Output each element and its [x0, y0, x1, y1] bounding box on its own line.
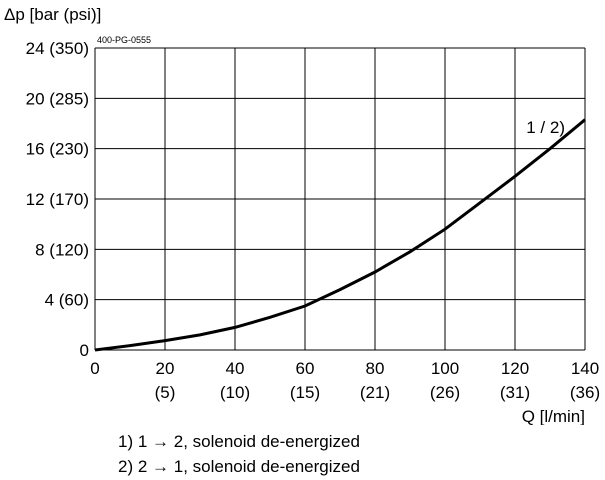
- x-tick-labels: 0 20 (5) 40 (10) 60 (15) 80 (21) 100 (26) 120 (31) 14…: [90, 359, 600, 402]
- x-tick-sublabel-6: (31): [500, 383, 530, 402]
- x-tick-label-7: 140: [571, 359, 599, 378]
- legend-note-1: 1) 1 → 2, solenoid de-energized: [118, 432, 360, 451]
- x-tick-sublabel-5: (26): [430, 383, 460, 402]
- x-tick-sublabel-7: (36): [570, 383, 600, 402]
- y-tick-labels: 0 4 (60) 8 (120) 12 (170) 16 (230) 20 (285) 24…: [26, 39, 89, 360]
- series-label: 1 / 2): [526, 118, 565, 137]
- x-tick-label-0: 0: [90, 359, 99, 378]
- x-tick-label-2: 40: [226, 359, 245, 378]
- y-tick-label-2: 8 (120): [35, 240, 89, 259]
- x-tick-label-6: 120: [501, 359, 529, 378]
- y-tick-label-0: 0: [80, 341, 89, 360]
- x-tick-label-4: 80: [366, 359, 385, 378]
- y-axis-label: Δp [bar (psi)]: [4, 5, 101, 24]
- y-tick-label-5: 20 (285): [26, 89, 89, 108]
- legend-note-2: 2) 2 → 1, solenoid de-energized: [118, 457, 360, 476]
- grid: [94, 47, 586, 351]
- x-tick-label-3: 60: [296, 359, 315, 378]
- x-axis-label: Q [l/min]: [522, 407, 585, 425]
- x-tick-sublabel-1: (5): [155, 383, 176, 402]
- y-tick-label-3: 12 (170): [26, 190, 89, 209]
- x-tick-sublabel-3: (15): [290, 383, 320, 402]
- figure-code: 400-PG-0555: [97, 35, 151, 45]
- y-tick-label-6: 24 (350): [26, 39, 89, 58]
- x-tick-label-1: 20: [156, 359, 175, 378]
- x-tick-sublabel-4: (21): [360, 383, 390, 402]
- x-tick-sublabel-2: (10): [220, 383, 250, 402]
- pressure-drop-chart: Δp [bar (psi)] 400-PG-0555 0 4 (60) 8 (120…: [4, 5, 600, 425]
- y-tick-label-4: 16 (230): [26, 140, 89, 159]
- y-tick-label-1: 4 (60): [45, 291, 89, 310]
- series-line: [94, 118, 586, 352]
- x-tick-label-5: 100: [431, 359, 459, 378]
